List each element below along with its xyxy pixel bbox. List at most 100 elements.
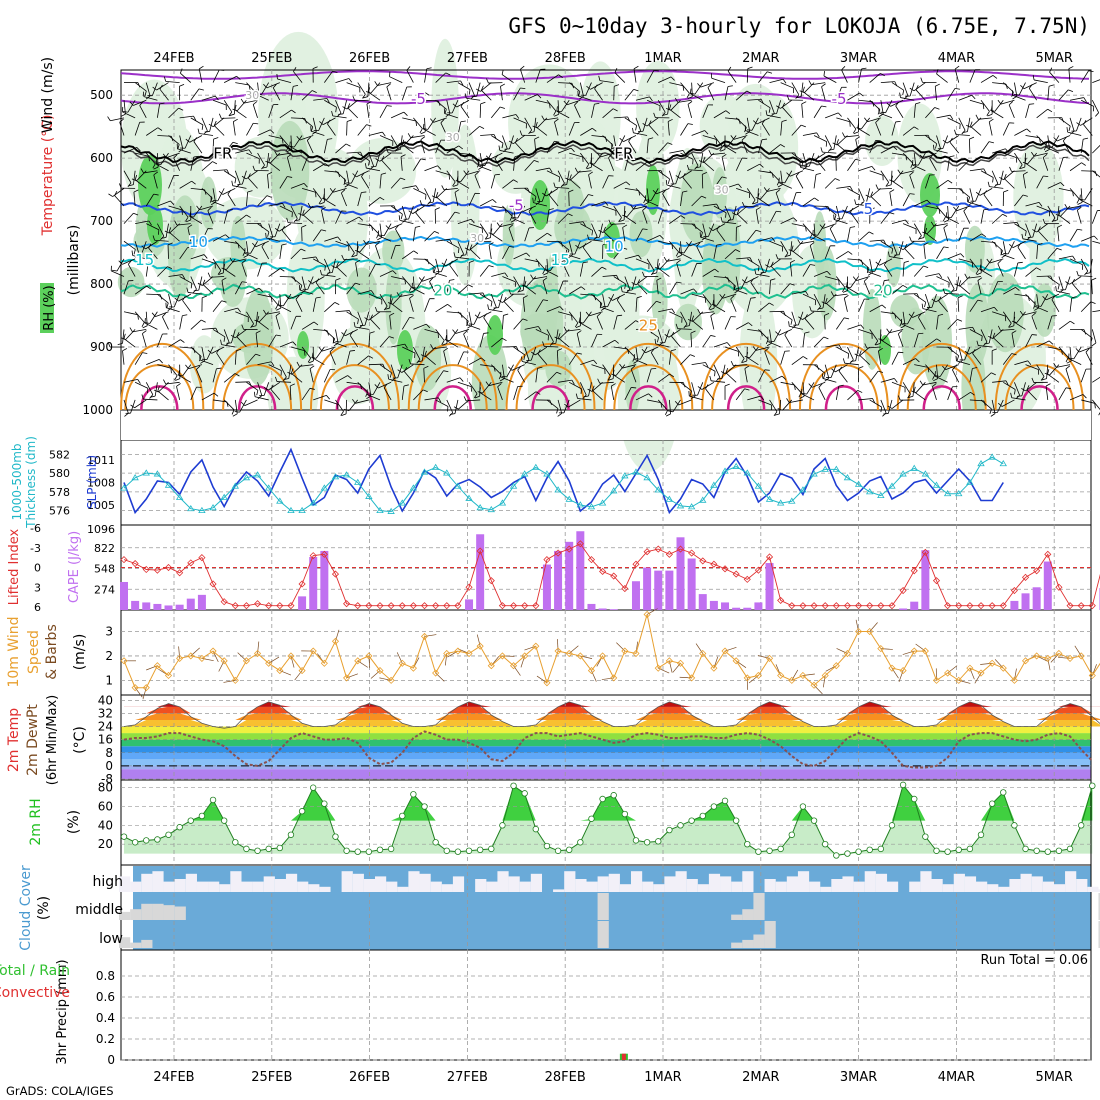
wind-barb-flag — [304, 350, 306, 356]
wind-barb-flag — [142, 330, 147, 334]
wind-barb — [1022, 174, 1026, 189]
wind-barb-flag — [808, 383, 813, 388]
wind-barb-flag — [561, 184, 567, 186]
wind-barb-flag — [307, 357, 312, 363]
wind-barb — [479, 293, 493, 302]
wind-barb-flag — [981, 233, 986, 238]
li-point — [988, 602, 996, 610]
wind-barb — [133, 99, 147, 106]
wind-barb-flag — [452, 103, 458, 108]
wind-speed-point — [153, 662, 161, 670]
wind-barb — [758, 139, 763, 154]
isotherm-28-loop — [222, 364, 293, 411]
li-point — [298, 580, 306, 588]
wind-barb-flag — [592, 127, 597, 132]
wind-barb — [780, 82, 794, 89]
wind-barb — [1002, 82, 1014, 93]
wind-barb — [223, 141, 234, 154]
wind-barb-flag — [925, 307, 930, 311]
wind-barb-flag — [117, 342, 123, 346]
wind-barb-flag — [816, 132, 820, 138]
wind-barb-flag — [689, 390, 692, 396]
wind-barb — [290, 205, 298, 219]
wind-barb-flag — [637, 279, 641, 285]
wind-barb — [943, 227, 949, 242]
cloud-high-bar — [708, 873, 721, 892]
wind-barb-flag — [293, 84, 299, 87]
wind-barb — [1083, 124, 1093, 136]
wind-barb — [257, 263, 263, 277]
wind-barb-flag — [802, 166, 808, 170]
wind-barb — [165, 381, 180, 385]
wind-barb — [460, 106, 470, 119]
wind-barb-flag — [686, 93, 690, 98]
wind-barb-flag — [286, 149, 292, 152]
wind-barb — [276, 381, 291, 383]
wind-speed-point — [821, 671, 829, 680]
wind-barb — [457, 218, 472, 225]
wind-barb — [378, 235, 392, 242]
wind-barb-flag — [457, 247, 460, 254]
wind-barb — [490, 106, 501, 119]
cloud-high-bar — [786, 876, 798, 892]
wind-barb-flag — [251, 325, 257, 328]
wind-barb-flag — [616, 295, 621, 301]
wind-speed-point — [398, 659, 406, 667]
cloud-high-bar — [374, 876, 387, 892]
wind-barb-flag — [1011, 330, 1017, 334]
wind-barb — [489, 152, 503, 160]
wind-barb — [261, 82, 270, 95]
wind-barb — [223, 399, 235, 411]
wind-barb — [435, 370, 444, 383]
wind-barb-flag — [987, 113, 993, 117]
wind-barb-flag — [834, 178, 840, 181]
wind-barb-flag — [270, 384, 274, 390]
wind-barb — [1081, 235, 1095, 242]
wind-barb — [969, 368, 973, 383]
wind-barb — [503, 301, 514, 313]
wind-barb — [379, 174, 382, 189]
wind-barb-flag — [571, 379, 575, 385]
wind-barb-flag — [585, 164, 590, 169]
wind-barb-flag — [846, 282, 848, 288]
wind-barb — [992, 82, 1007, 85]
wind-barb-flag — [619, 137, 624, 142]
rh-point — [532, 825, 540, 833]
wind-barb-flag — [875, 184, 879, 190]
wind-barb — [989, 186, 1004, 189]
wind-barb-flag — [500, 83, 506, 87]
wind-barb-flag — [258, 287, 264, 292]
wind-barb-flag — [622, 224, 628, 228]
wind-barb — [802, 293, 816, 301]
temp-tick-label: 40 — [98, 693, 113, 707]
cloud-low-bar — [1098, 921, 1100, 948]
wind-barb — [880, 212, 890, 224]
cloud-high-bar — [653, 884, 665, 892]
wind-barb-flag — [1048, 340, 1054, 345]
wind-barb — [791, 382, 802, 393]
x-tick-bottom: 28FEB — [545, 1070, 586, 1085]
wind-barb — [599, 223, 603, 238]
wind-barb-flag — [375, 158, 381, 162]
wind-barb-flag — [369, 331, 375, 334]
wind-barb — [846, 286, 859, 295]
wind-barb — [836, 186, 851, 189]
surface-wind-barb — [1058, 656, 1071, 659]
wind-barb — [924, 174, 931, 189]
wind-barb — [1017, 246, 1026, 260]
wind-barb — [213, 117, 225, 127]
wind-barb-flag — [389, 336, 395, 339]
wind-barb — [389, 315, 392, 330]
wind-barb — [223, 329, 230, 343]
wind-barb — [1068, 68, 1071, 83]
wind-barb — [168, 205, 183, 211]
temp-tick-label: 8 — [105, 746, 113, 760]
wind-barb — [1069, 229, 1078, 242]
wind-barb — [210, 276, 225, 278]
wind-barb — [847, 346, 854, 360]
wind-barb — [390, 303, 403, 313]
wind-barb — [744, 368, 748, 383]
wind-barb — [642, 210, 648, 224]
temp-band-fill — [121, 733, 1091, 740]
isotherm-label: 20 — [433, 281, 452, 299]
